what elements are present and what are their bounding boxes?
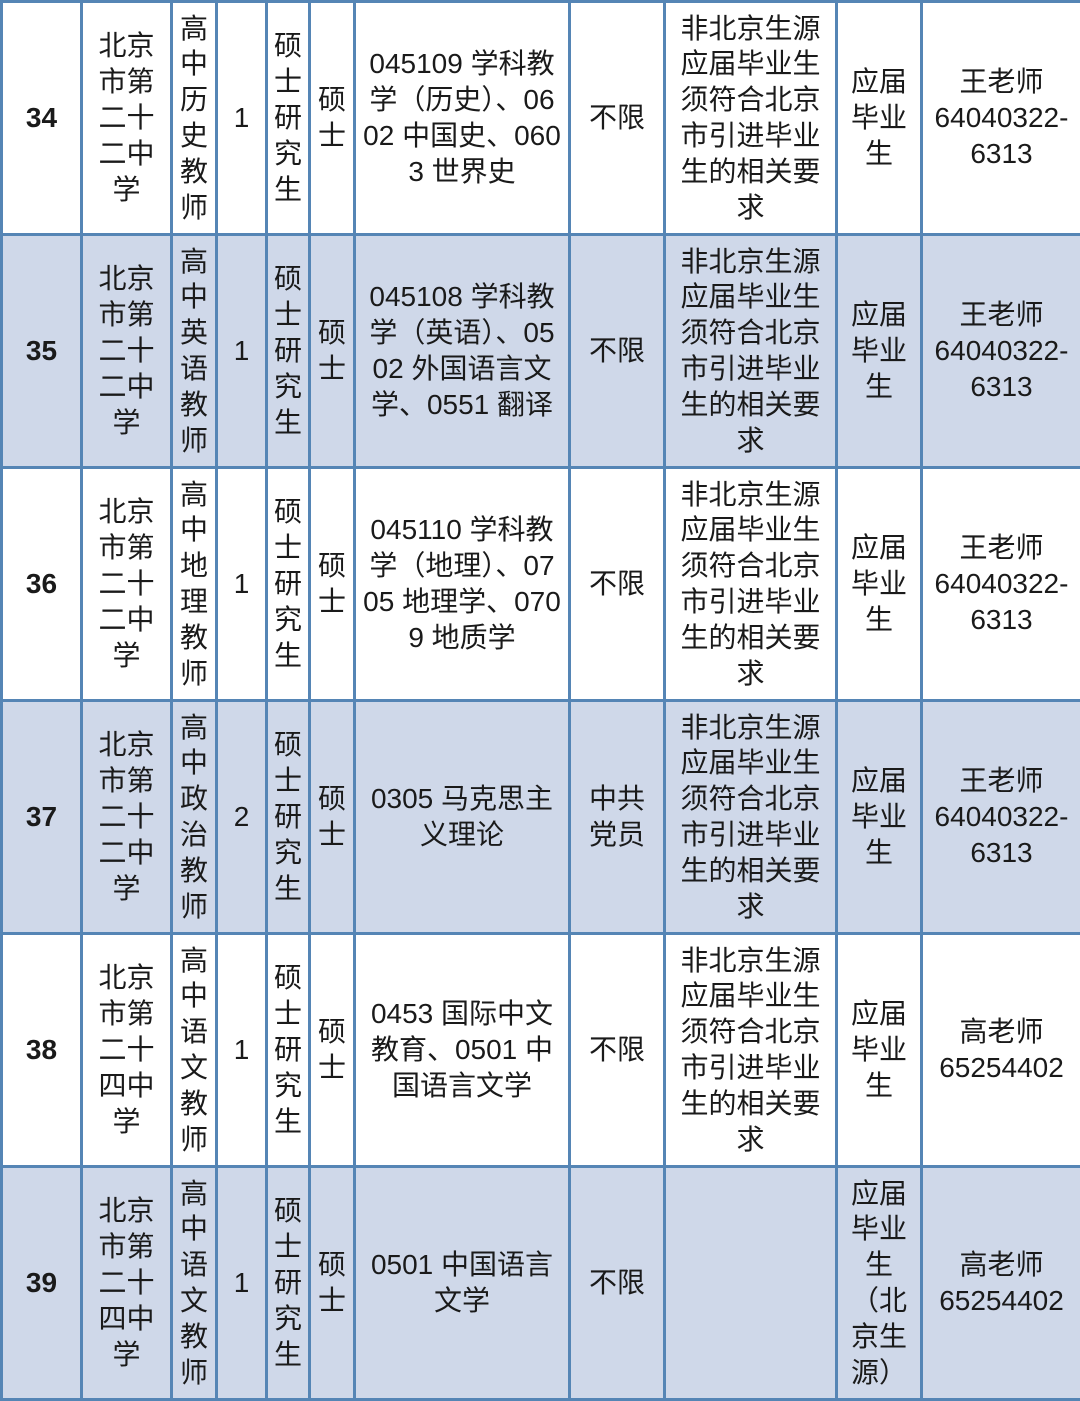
- cell-degree-req: 硕士: [308, 233, 356, 469]
- cell-row-number: 36: [0, 466, 83, 702]
- cell-degree-req: 硕士: [308, 0, 356, 236]
- cell-school-name: 北京市第二十四中学: [80, 1165, 173, 1401]
- cell-source-requirement: 非北京生源应届毕业生须符合北京市引进毕业生的相关要求: [663, 932, 838, 1168]
- cell-graduate-type: 应届毕业生: [835, 233, 923, 469]
- cell-major-codes: 045109 学科教学（历史）、0602 中国史、0603 世界史: [353, 0, 571, 236]
- cell-source-requirement: 非北京生源应届毕业生须符合北京市引进毕业生的相关要求: [663, 0, 838, 236]
- cell-position-title: 高中历史教师: [170, 0, 218, 236]
- cell-graduate-type: 应届毕业生（北京生源）: [835, 1165, 923, 1401]
- cell-source-requirement: 非北京生源应届毕业生须符合北京市引进毕业生的相关要求: [663, 233, 838, 469]
- cell-school-name: 北京市第二十二中学: [80, 699, 173, 935]
- cell-education-req: 硕士研究生: [265, 466, 311, 702]
- table-row-34: 34 北京市第二十二中学 高中历史教师 1 硕士研究生 硕士 045109 学科…: [0, 0, 1080, 236]
- cell-major-codes: 0501 中国语言文学: [353, 1165, 571, 1401]
- table-row-38: 38 北京市第二十四中学 高中语文教师 1 硕士研究生 硕士 0453 国际中文…: [0, 932, 1080, 1168]
- cell-education-req: 硕士研究生: [265, 932, 311, 1168]
- cell-contact: 高老师 65254402: [920, 1165, 1080, 1401]
- cell-source-requirement: 非北京生源应届毕业生须符合北京市引进毕业生的相关要求: [663, 466, 838, 702]
- cell-contact: 高老师 65254402: [920, 932, 1080, 1168]
- cell-position-title: 高中地理教师: [170, 466, 218, 702]
- cell-openings: 1: [215, 1165, 268, 1401]
- cell-source-requirement: 非北京生源应届毕业生须符合北京市引进毕业生的相关要求: [663, 699, 838, 935]
- cell-major-codes: 0305 马克思主义理论: [353, 699, 571, 935]
- cell-major-codes: 045110 学科教学（地理）、0705 地理学、0709 地质学: [353, 466, 571, 702]
- table-row-37: 37 北京市第二十二中学 高中政治教师 2 硕士研究生 硕士 0305 马克思主…: [0, 699, 1080, 935]
- cell-graduate-type: 应届毕业生: [835, 466, 923, 702]
- cell-school-name: 北京市第二十四中学: [80, 932, 173, 1168]
- cell-row-number: 38: [0, 932, 83, 1168]
- cell-school-name: 北京市第二十二中学: [80, 233, 173, 469]
- cell-row-number: 35: [0, 233, 83, 469]
- cell-position-title: 高中语文教师: [170, 932, 218, 1168]
- cell-contact: 王老师 64040322-6313: [920, 0, 1080, 236]
- cell-political-status: 不限: [568, 233, 666, 469]
- cell-row-number: 34: [0, 0, 83, 236]
- cell-school-name: 北京市第二十二中学: [80, 466, 173, 702]
- cell-degree-req: 硕士: [308, 466, 356, 702]
- cell-political-status: 不限: [568, 466, 666, 702]
- cell-position-title: 高中政治教师: [170, 699, 218, 935]
- cell-degree-req: 硕士: [308, 932, 356, 1168]
- table-row-39: 39 北京市第二十四中学 高中语文教师 1 硕士研究生 硕士 0501 中国语言…: [0, 1165, 1080, 1401]
- cell-openings: 1: [215, 0, 268, 236]
- cell-degree-req: 硕士: [308, 1165, 356, 1401]
- cell-contact: 王老师 64040322-6313: [920, 233, 1080, 469]
- cell-graduate-type: 应届毕业生: [835, 699, 923, 935]
- cell-political-status: 不限: [568, 932, 666, 1168]
- cell-political-status: 不限: [568, 0, 666, 236]
- cell-openings: 1: [215, 466, 268, 702]
- cell-political-status: 中共党员: [568, 699, 666, 935]
- cell-major-codes: 0453 国际中文教育、0501 中国语言文学: [353, 932, 571, 1168]
- cell-row-number: 39: [0, 1165, 83, 1401]
- table-row-36: 36 北京市第二十二中学 高中地理教师 1 硕士研究生 硕士 045110 学科…: [0, 466, 1080, 702]
- cell-degree-req: 硕士: [308, 699, 356, 935]
- cell-openings: 1: [215, 233, 268, 469]
- cell-contact: 王老师 64040322-6313: [920, 466, 1080, 702]
- cell-education-req: 硕士研究生: [265, 1165, 311, 1401]
- cell-contact: 王老师 64040322-6313: [920, 699, 1080, 935]
- cell-education-req: 硕士研究生: [265, 699, 311, 935]
- cell-position-title: 高中英语教师: [170, 233, 218, 469]
- cell-row-number: 37: [0, 699, 83, 935]
- cell-political-status: 不限: [568, 1165, 666, 1401]
- cell-education-req: 硕士研究生: [265, 233, 311, 469]
- cell-education-req: 硕士研究生: [265, 0, 311, 236]
- cell-openings: 2: [215, 699, 268, 935]
- cell-graduate-type: 应届毕业生: [835, 932, 923, 1168]
- cell-graduate-type: 应届毕业生: [835, 0, 923, 236]
- cell-school-name: 北京市第二十二中学: [80, 0, 173, 236]
- cell-position-title: 高中语文教师: [170, 1165, 218, 1401]
- cell-major-codes: 045108 学科教学（英语）、0502 外国语言文学、0551 翻译: [353, 233, 571, 469]
- cell-source-requirement: [663, 1165, 838, 1401]
- cell-openings: 1: [215, 932, 268, 1168]
- table-row-35: 35 北京市第二十二中学 高中英语教师 1 硕士研究生 硕士 045108 学科…: [0, 233, 1080, 469]
